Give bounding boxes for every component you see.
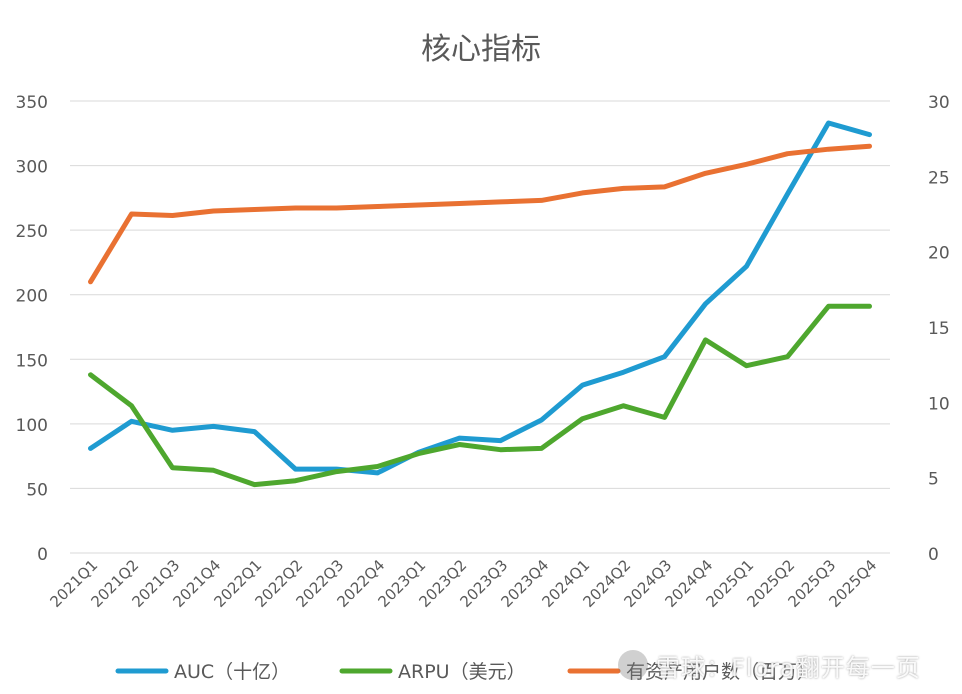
watermark: 雪球：Flora翻开每一页	[618, 643, 948, 687]
chart-title: 核心指标	[421, 32, 541, 67]
legend-label: 有资产用户数（百万）	[626, 661, 816, 683]
y-left-tick-label: 50	[26, 480, 48, 500]
snowball-logo-icon	[618, 650, 648, 680]
y-left-tick-label: 100	[16, 416, 48, 436]
y-left-tick-label: 200	[16, 287, 48, 307]
series-line-1	[88, 120, 872, 476]
y-left-tick-label: 300	[16, 158, 48, 178]
legend-label: AUC（十亿）	[174, 661, 290, 683]
y-left-tick-label: 250	[16, 222, 48, 242]
y-right-tick-label: 0	[928, 545, 939, 565]
y-right-tick-label: 20	[928, 244, 950, 264]
y-right-tick-label: 15	[928, 319, 950, 339]
y-left-tick-label: 150	[16, 351, 48, 371]
watermark-text: 雪球：Flora翻开每一页	[656, 653, 921, 682]
y-right-tick-label: 5	[928, 470, 939, 490]
series-line-3	[88, 143, 872, 285]
y-right-tick-label: 25	[928, 168, 950, 188]
y-left-tick-label: 350	[16, 93, 48, 113]
series-line-2	[88, 303, 872, 488]
legend-label: ARPU（美元）	[398, 661, 526, 683]
y-right-tick-label: 10	[928, 394, 950, 414]
y-right-tick-label: 30	[928, 93, 950, 113]
y-left-tick-label: 0	[37, 545, 48, 565]
